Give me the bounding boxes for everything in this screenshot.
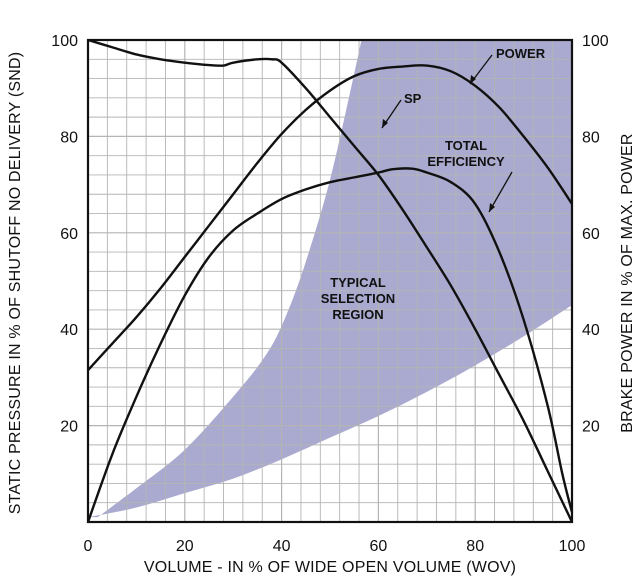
annotation-total-efficiency-line2: EFFICIENCY xyxy=(427,154,505,169)
y-tick-label-right: 60 xyxy=(582,226,600,243)
x-tick-label: 20 xyxy=(176,538,194,555)
y-tick-label-right: 20 xyxy=(582,419,600,436)
series-layer xyxy=(86,38,574,523)
series-line-power xyxy=(87,64,573,371)
plot-frame xyxy=(86,38,574,524)
tick-labels: 0 20 40 60 80 100 20 40 60 80 100 20 40 60 80 100 xyxy=(51,33,609,555)
region-label-line1: TYPICAL xyxy=(330,275,386,290)
x-tick-label: 0 xyxy=(84,538,93,555)
x-tick-label: 100 xyxy=(559,538,586,555)
annotation-power: POWER xyxy=(496,46,546,61)
plot-border xyxy=(86,38,574,524)
selection-region xyxy=(88,40,572,518)
x-axis-title: VOLUME - IN % OF WIDE OPEN VOLUME (WOV) xyxy=(144,559,516,576)
annotation-sp: SP xyxy=(404,91,422,106)
annotation-power-arrowhead xyxy=(470,75,476,84)
y-tick-label-left: 100 xyxy=(51,33,78,50)
y-tick-label-right: 80 xyxy=(582,129,600,146)
y-axis-title-left: STATIC PRESSURE IN % OF SHUTOFF NO DELIV… xyxy=(7,52,24,515)
x-tick-label: 60 xyxy=(370,538,388,555)
grid xyxy=(87,39,573,523)
annotation-total-efficiency-line1: TOTAL xyxy=(445,138,487,153)
y-tick-label-left: 40 xyxy=(60,322,78,339)
selection-region-layer xyxy=(88,40,572,518)
y-tick-label-left: 20 xyxy=(60,419,78,436)
region-label-line2: SELECTION xyxy=(321,291,395,306)
series-line-total-efficiency xyxy=(86,167,574,523)
y-tick-label-right: 100 xyxy=(582,33,609,50)
annotation-total-efficiency-arrowhead xyxy=(489,203,495,212)
y-tick-label-right: 40 xyxy=(582,322,600,339)
x-tick-label: 80 xyxy=(466,538,484,555)
annotation-sp-arrowhead xyxy=(382,119,388,128)
y-tick-label-left: 80 xyxy=(60,129,78,146)
y-tick-label-left: 60 xyxy=(60,226,78,243)
series-line-sp xyxy=(87,38,574,523)
y-axis-title-right: BRAKE POWER IN % OF MAX. POWER xyxy=(619,133,636,432)
region-label-line3: REGION xyxy=(332,307,383,322)
x-tick-label: 40 xyxy=(273,538,291,555)
annotations: POWER SP TOTAL EFFICIENCY TYPICAL SELECT… xyxy=(321,46,546,322)
